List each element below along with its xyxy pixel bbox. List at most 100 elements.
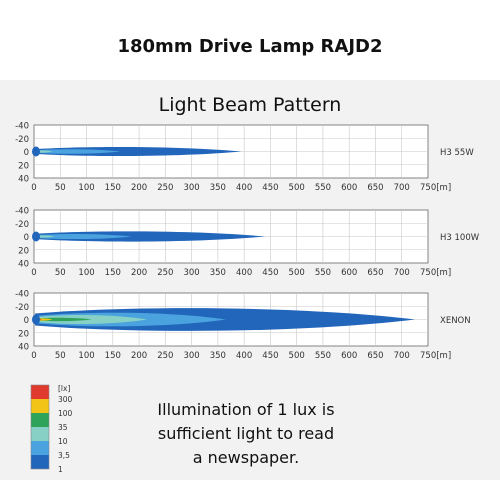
lamp-origin-mark bbox=[32, 314, 40, 325]
page-title: 180mm Drive Lamp RAJD2 bbox=[117, 36, 383, 57]
y-tick-label: 0 bbox=[24, 233, 29, 243]
x-tick-label: 500 bbox=[289, 183, 305, 193]
series-label: H3 55W bbox=[440, 148, 474, 158]
x-tick-label: 250 bbox=[157, 183, 173, 193]
y-tick-label: 40 bbox=[18, 343, 29, 353]
legend-label: 300 bbox=[58, 395, 73, 404]
x-tick-label: 350 bbox=[210, 351, 226, 361]
x-tick-label: 0 bbox=[31, 183, 36, 193]
legend-swatch bbox=[31, 427, 49, 441]
lux-note-line: Illumination of 1 lux is bbox=[157, 400, 335, 419]
x-tick-label: 250 bbox=[157, 351, 173, 361]
x-tick-label: 50 bbox=[55, 351, 66, 361]
y-tick-label: -40 bbox=[15, 290, 29, 300]
x-tick-label: 600 bbox=[341, 351, 357, 361]
x-tick-label: 150 bbox=[105, 351, 121, 361]
x-tick-label: 450 bbox=[262, 268, 278, 278]
x-tick-label: 0 bbox=[31, 268, 36, 278]
x-tick-label: 700 bbox=[394, 268, 410, 278]
y-tick-label: 0 bbox=[24, 316, 29, 326]
lux-note-line: a newspaper. bbox=[192, 448, 300, 467]
x-tick-label: 100 bbox=[78, 183, 94, 193]
x-tick-label: 650 bbox=[367, 268, 383, 278]
beam-contour-35-lux bbox=[35, 317, 92, 322]
x-tick-label: 300 bbox=[183, 351, 199, 361]
y-tick-label: 20 bbox=[18, 329, 29, 339]
lux-note-line: sufficient light to read bbox=[157, 424, 335, 443]
legend-swatch bbox=[31, 385, 49, 399]
x-tick-label: 700 bbox=[394, 183, 410, 193]
x-tick-label: 400 bbox=[236, 183, 252, 193]
legend-swatch bbox=[31, 413, 49, 427]
x-tick-label: 300 bbox=[183, 183, 199, 193]
x-tick-label: 450 bbox=[262, 351, 278, 361]
x-tick-label: 400 bbox=[236, 351, 252, 361]
y-tick-label: 0 bbox=[24, 148, 29, 158]
y-tick-label: 20 bbox=[18, 161, 29, 171]
beam-contour-10-lux bbox=[35, 235, 56, 238]
x-tick-label: 100 bbox=[78, 268, 94, 278]
series-label: XENON bbox=[440, 316, 471, 326]
legend-swatch bbox=[31, 441, 49, 455]
beam-contour-1-lux bbox=[35, 231, 266, 242]
x-unit-label: 750[m] bbox=[420, 268, 451, 278]
lamp-origin-mark bbox=[32, 146, 40, 157]
y-tick-label: -20 bbox=[15, 135, 29, 145]
x-tick-label: 100 bbox=[78, 351, 94, 361]
x-tick-label: 50 bbox=[55, 183, 66, 193]
lamp-origin-mark bbox=[32, 231, 40, 242]
x-tick-label: 600 bbox=[341, 183, 357, 193]
y-tick-label: 20 bbox=[18, 246, 29, 256]
x-tick-label: 550 bbox=[315, 183, 331, 193]
x-tick-label: 650 bbox=[367, 183, 383, 193]
x-tick-label: 350 bbox=[210, 268, 226, 278]
footer-band bbox=[0, 480, 500, 500]
x-tick-label: 200 bbox=[131, 268, 147, 278]
x-tick-label: 500 bbox=[289, 351, 305, 361]
legend-label: 100 bbox=[58, 409, 73, 418]
beam-contour-1-lux bbox=[35, 146, 242, 157]
legend-swatch bbox=[31, 455, 49, 469]
x-tick-label: 550 bbox=[315, 351, 331, 361]
legend-unit: [lx] bbox=[58, 384, 70, 393]
y-tick-label: -20 bbox=[15, 220, 29, 230]
x-tick-label: 250 bbox=[157, 268, 173, 278]
x-tick-label: 600 bbox=[341, 268, 357, 278]
y-tick-label: -20 bbox=[15, 303, 29, 313]
x-tick-label: 150 bbox=[105, 268, 121, 278]
x-tick-label: 0 bbox=[31, 351, 36, 361]
x-tick-label: 650 bbox=[367, 351, 383, 361]
x-tick-label: 300 bbox=[183, 268, 199, 278]
legend-frame bbox=[30, 384, 50, 470]
y-tick-label: -40 bbox=[15, 207, 29, 217]
header-band: 180mm Drive Lamp RAJD2 bbox=[0, 0, 500, 80]
x-tick-label: 500 bbox=[289, 268, 305, 278]
lux-legend: [lx] 300 100 35 10 3,5 1 bbox=[30, 384, 73, 474]
legend-label: 1 bbox=[58, 465, 63, 474]
y-tick-label: 40 bbox=[18, 175, 29, 185]
chart-title: Light Beam Pattern bbox=[158, 94, 342, 116]
legend-swatch bbox=[31, 399, 49, 413]
x-unit-label: 750[m] bbox=[420, 183, 451, 193]
x-tick-label: 150 bbox=[105, 183, 121, 193]
legend-label: 10 bbox=[58, 437, 68, 446]
x-tick-label: 350 bbox=[210, 183, 226, 193]
series-label: H3 100W bbox=[440, 233, 480, 243]
y-tick-label: 40 bbox=[18, 260, 29, 270]
x-tick-label: 550 bbox=[315, 268, 331, 278]
x-tick-label: 200 bbox=[131, 351, 147, 361]
lux-note: Illumination of 1 lux is sufficient ligh… bbox=[130, 398, 362, 470]
x-tick-label: 50 bbox=[55, 268, 66, 278]
beam-contour-3-5-lux bbox=[35, 149, 121, 154]
x-tick-label: 200 bbox=[131, 183, 147, 193]
beam-contour-3-5-lux bbox=[35, 233, 132, 240]
x-tick-label: 450 bbox=[262, 183, 278, 193]
legend-label: 3,5 bbox=[58, 451, 70, 460]
x-tick-label: 400 bbox=[236, 268, 252, 278]
x-unit-label: 750[m] bbox=[420, 351, 451, 361]
y-tick-label: -40 bbox=[15, 122, 29, 132]
